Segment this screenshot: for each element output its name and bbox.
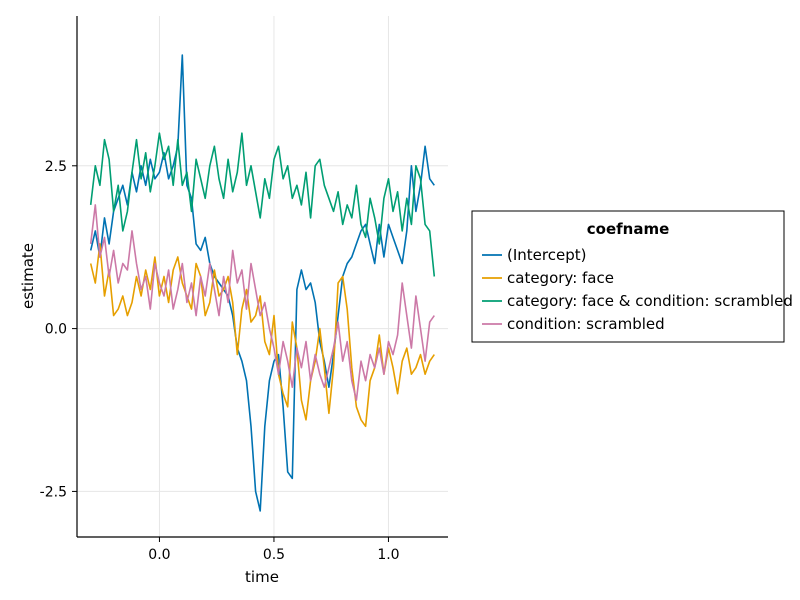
x-axis-title: time [245, 568, 279, 586]
x-tick-label: 0.5 [263, 547, 285, 563]
legend-items: (Intercept) category: face category: face … [482, 246, 793, 333]
y-tick-label: 0.0 [45, 322, 67, 338]
x-tick-label: 0.0 [148, 547, 170, 563]
legend-box [471, 210, 785, 343]
series-lines [89, 54, 436, 512]
series-line-4 [89, 204, 435, 402]
x-tick-label: 1.0 [377, 547, 399, 563]
legend-title: coefname [587, 220, 670, 238]
legend-item-label: condition: scrambled [507, 315, 665, 333]
legend-item-label: category: face & condition: scrambled [507, 292, 793, 310]
y-axis-title: estimate [19, 243, 37, 309]
series-line-2 [89, 243, 435, 428]
legend-item-label: category: face [507, 269, 614, 287]
tick-labels: 0.0 0.5 1.0 2.5 0.0 -2.5 [40, 159, 400, 563]
y-tick-label: -2.5 [40, 484, 67, 500]
legend: coefname (Intercept) category: face catego… [471, 210, 793, 343]
series-line-3 [89, 132, 436, 277]
legend-item-label: (Intercept) [507, 246, 586, 264]
axes [76, 16, 448, 538]
series-line-1 [89, 54, 435, 512]
y-tick-label: 2.5 [45, 159, 67, 175]
